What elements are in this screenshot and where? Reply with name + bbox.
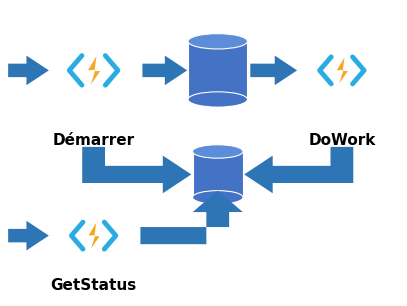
Text: Démarrer: Démarrer [53, 133, 135, 148]
Polygon shape [244, 147, 353, 193]
Polygon shape [82, 147, 191, 193]
Text: GetStatus: GetStatus [50, 278, 137, 293]
Polygon shape [142, 56, 187, 85]
Ellipse shape [188, 34, 247, 49]
Polygon shape [88, 223, 100, 248]
Text: DoWork: DoWork [308, 133, 376, 148]
Polygon shape [8, 56, 49, 85]
Polygon shape [88, 56, 100, 84]
Polygon shape [140, 191, 243, 244]
Polygon shape [8, 221, 49, 250]
Polygon shape [188, 41, 247, 99]
Polygon shape [250, 56, 297, 85]
Ellipse shape [193, 145, 243, 158]
Polygon shape [337, 58, 348, 83]
Polygon shape [193, 151, 243, 197]
Ellipse shape [193, 191, 243, 204]
Ellipse shape [188, 92, 247, 107]
